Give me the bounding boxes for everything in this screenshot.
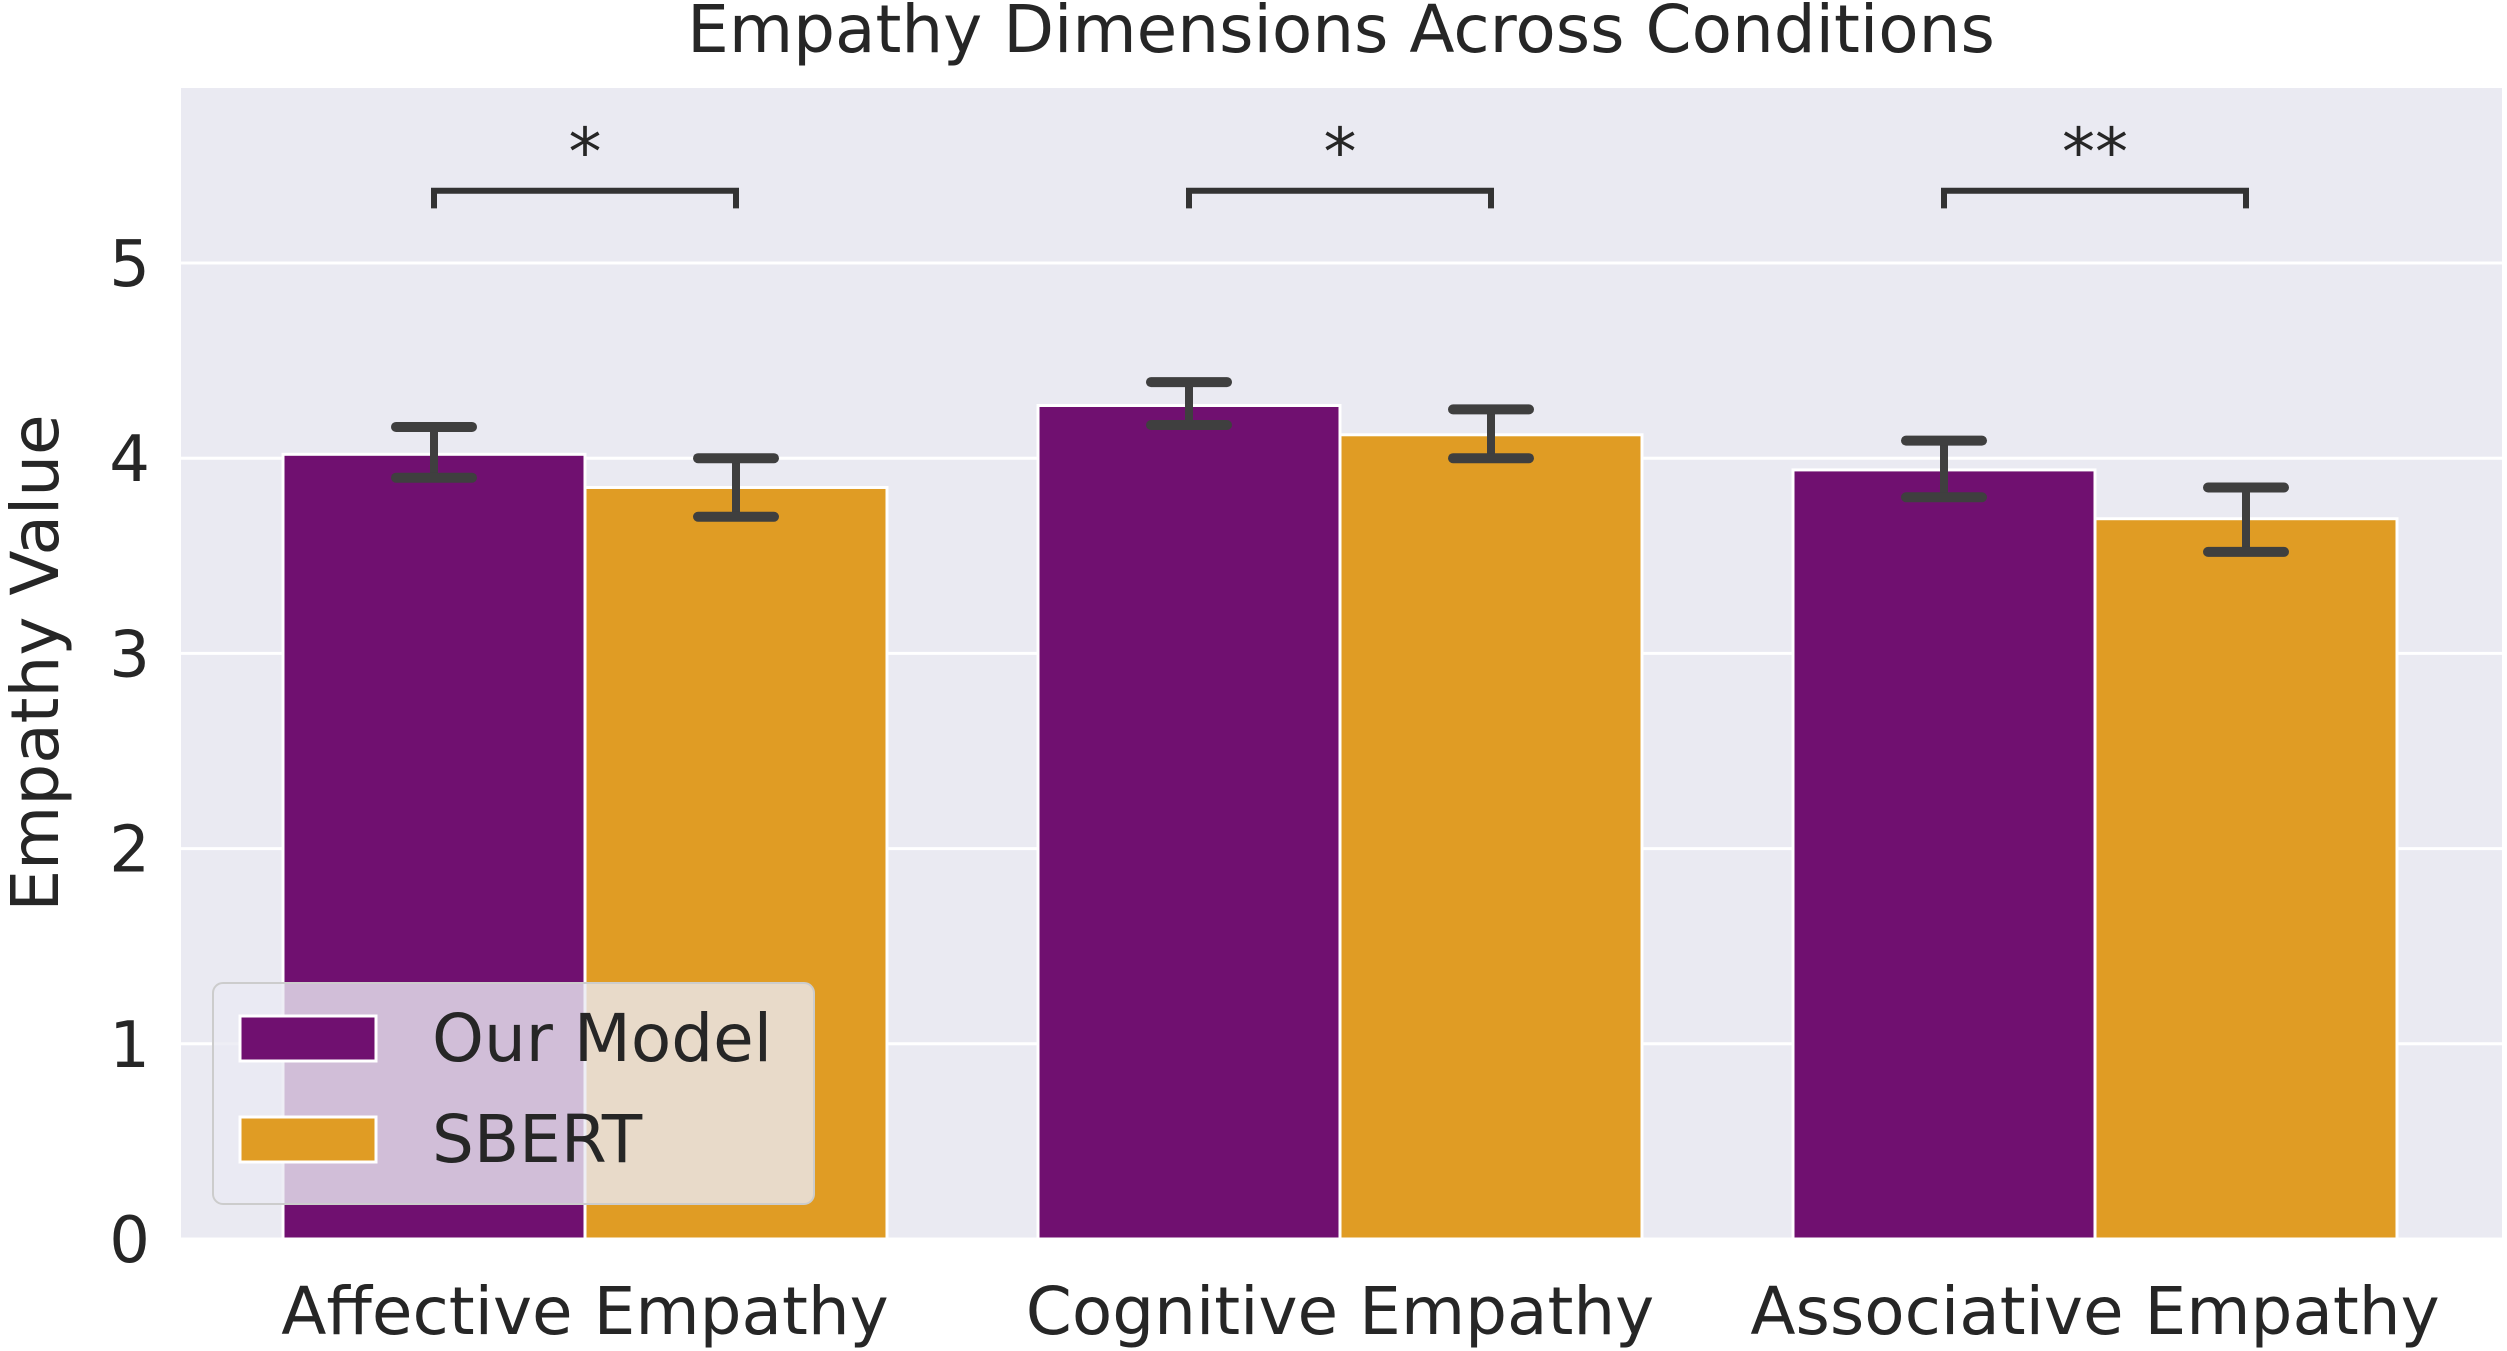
legend-swatch-sbert — [238, 1115, 378, 1164]
significance-label: * — [1324, 114, 1357, 191]
significance-bracket — [1941, 187, 2249, 209]
y-tick-label: 3 — [109, 618, 150, 692]
significance-bracket — [1186, 187, 1494, 209]
y-tick-label: 0 — [109, 1204, 150, 1278]
bar-sbert — [2093, 517, 2399, 1241]
x-tick-label: Affective Empathy — [281, 1273, 888, 1350]
bar-sbert — [1338, 433, 1644, 1241]
y-tick-label: 5 — [109, 228, 150, 302]
bar-our-model — [1036, 403, 1342, 1241]
legend-swatch-our-model — [238, 1014, 378, 1063]
bar-our-model — [1791, 468, 2097, 1241]
x-tick-label: Associative Empathy — [1750, 1273, 2439, 1350]
legend-label-our-model: Our Model — [432, 1000, 772, 1077]
legend: Our Model SBERT — [212, 982, 815, 1205]
y-axis-label: Empathy Value — [0, 414, 74, 911]
chart-title: Empathy Dimensions Across Conditions — [687, 0, 1995, 68]
y-tick-label: 1 — [109, 1009, 150, 1083]
x-tick-label: Cognitive Empathy — [1026, 1273, 1654, 1350]
y-tick-label: 2 — [109, 814, 150, 888]
significance-label: * — [569, 114, 602, 191]
significance-label: ** — [2062, 114, 2128, 191]
significance-bracket — [431, 187, 739, 209]
legend-label-sbert: SBERT — [432, 1101, 643, 1178]
y-tick-label: 4 — [109, 423, 150, 497]
